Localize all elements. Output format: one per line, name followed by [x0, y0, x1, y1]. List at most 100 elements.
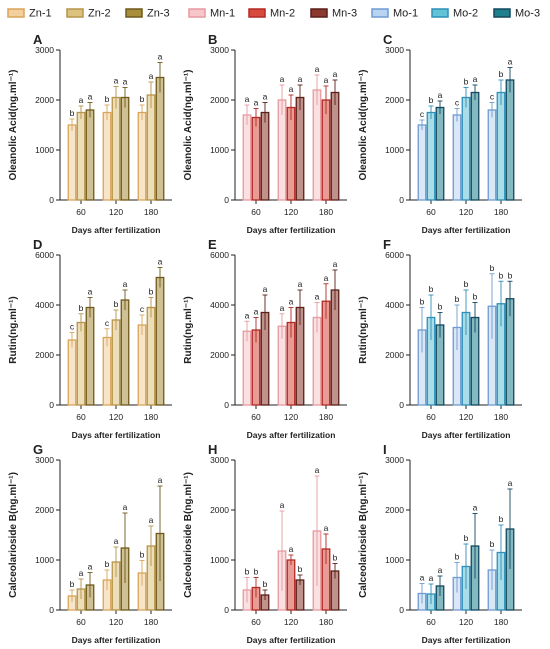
legend-swatch: [125, 8, 143, 18]
significance-letter: a: [158, 475, 163, 485]
significance-letter: a: [123, 502, 128, 512]
bar: [102, 336, 112, 406]
panel-letter: D: [33, 237, 42, 252]
significance-letter: b: [245, 567, 250, 577]
significance-letter: b: [464, 533, 469, 543]
legend-label: Mo-1: [393, 8, 418, 20]
significance-letter: a: [429, 573, 434, 583]
legend-item-zn-1: Zn-1: [7, 8, 52, 20]
panel-G: G 0 1000 2000 3000 Calceolarioside B(ng.ml⁻¹)…: [8, 442, 172, 645]
legend-label: Mo-2: [453, 8, 478, 20]
y-axis-label: Rutin(ng.ml⁻¹): [183, 296, 194, 363]
panel-B: B 0 1000 2000 3000 Oleanolic Acid(ng.ml⁻¹) Day…: [183, 32, 347, 235]
bar: [260, 111, 270, 201]
x-tick-label: 120: [459, 617, 473, 627]
significance-letter: a: [298, 74, 303, 84]
significance-letter: c: [455, 98, 460, 108]
x-tick-label: 180: [494, 617, 508, 627]
bar: [286, 106, 296, 201]
significance-letter: a: [149, 71, 154, 81]
panel-letter: E: [208, 237, 217, 252]
significance-letter: c: [140, 304, 145, 314]
x-tick-label: 120: [459, 412, 473, 422]
bar: [435, 106, 445, 201]
bar: [67, 339, 77, 406]
significance-letter: b: [464, 279, 469, 289]
significance-letter: b: [70, 108, 75, 118]
x-tick-label: 60: [426, 207, 436, 217]
significance-letter: a: [438, 90, 443, 100]
significance-letter: a: [158, 257, 163, 267]
significance-letter: b: [140, 94, 145, 104]
bar: [76, 111, 86, 201]
legend-label: Mn-1: [210, 8, 235, 20]
x-tick-label: 120: [109, 412, 123, 422]
significance-letter: a: [324, 75, 329, 85]
bar: [120, 96, 130, 201]
bar: [155, 76, 165, 201]
significance-letter: b: [490, 539, 495, 549]
y-tick-label: 2000: [210, 350, 229, 360]
x-axis-label: Days after fertilization: [422, 225, 511, 235]
significance-letter: a: [149, 515, 154, 525]
panel-letter: A: [33, 32, 43, 47]
significance-letter: b: [298, 564, 303, 574]
bar: [137, 324, 147, 406]
significance-letter: a: [298, 279, 303, 289]
legend-swatch: [310, 8, 328, 18]
legend: Zn-1 Zn-2 Zn-3 Mn-1 Mn-2 Mn-3 Mo-1 Mo-2 Mo-3: [7, 8, 540, 20]
y-tick-label: 0: [49, 195, 54, 205]
significance-letter: a: [315, 64, 320, 74]
y-tick-label: 3000: [385, 45, 404, 55]
significance-letter: b: [140, 550, 145, 560]
y-tick-label: 2000: [385, 95, 404, 105]
legend-swatch: [7, 8, 25, 18]
y-tick-label: 3000: [210, 455, 229, 465]
bar: [102, 111, 112, 201]
y-tick-label: 0: [399, 400, 404, 410]
x-tick-label: 60: [426, 617, 436, 627]
bar: [146, 94, 156, 201]
x-tick-label: 120: [109, 207, 123, 217]
bar: [312, 89, 322, 201]
panel-I: I 0 1000 2000 3000 Calceolarioside B(ng.ml⁻¹)…: [358, 442, 522, 645]
significance-letter: a: [289, 297, 294, 307]
x-tick-label: 120: [109, 617, 123, 627]
significance-letter: b: [420, 297, 425, 307]
bar: [295, 96, 305, 201]
significance-letter: a: [88, 562, 93, 572]
x-tick-label: 180: [144, 617, 158, 627]
legend-swatch: [66, 8, 84, 18]
significance-letter: c: [420, 109, 425, 119]
significance-letter: a: [88, 92, 93, 102]
x-tick-label: 120: [284, 617, 298, 627]
x-tick-label: 60: [76, 207, 86, 217]
legend-item-mn-2: Mn-2: [248, 8, 295, 20]
legend-label: Mn-3: [332, 8, 357, 20]
significance-letter: b: [464, 77, 469, 87]
panel-letter: C: [383, 32, 393, 47]
x-axis-label: Days after fertilization: [247, 225, 336, 235]
legend-item-mn-1: Mn-1: [188, 8, 235, 20]
x-axis-label: Days after fertilization: [422, 635, 511, 645]
x-tick-label: 180: [494, 412, 508, 422]
x-axis-label: Days after fertilization: [72, 430, 161, 440]
significance-letter: a: [280, 303, 285, 313]
x-tick-label: 120: [284, 412, 298, 422]
significance-letter: b: [70, 579, 75, 589]
x-tick-label: 60: [251, 412, 261, 422]
significance-letter: a: [289, 84, 294, 94]
significance-letter: c: [490, 92, 495, 102]
panel-F: F 0 2000 4000 6000 Rutin(ng.ml⁻¹) Days after f…: [358, 237, 522, 440]
y-tick-label: 2000: [35, 95, 54, 105]
legend-item-mo-1: Mo-1: [371, 8, 418, 20]
panel-C: C 0 1000 2000 3000 Oleanolic Acid(ng.ml⁻¹) Day…: [358, 32, 522, 235]
legend-label: Zn-3: [147, 8, 170, 20]
x-tick-label: 180: [144, 207, 158, 217]
y-tick-label: 2000: [385, 505, 404, 515]
significance-letter: b: [438, 302, 443, 312]
panel-letter: I: [383, 442, 387, 457]
y-axis-label: Calceolarioside B(ng.ml⁻¹): [8, 472, 19, 598]
significance-letter: b: [263, 579, 268, 589]
legend-item-zn-2: Zn-2: [66, 8, 111, 20]
